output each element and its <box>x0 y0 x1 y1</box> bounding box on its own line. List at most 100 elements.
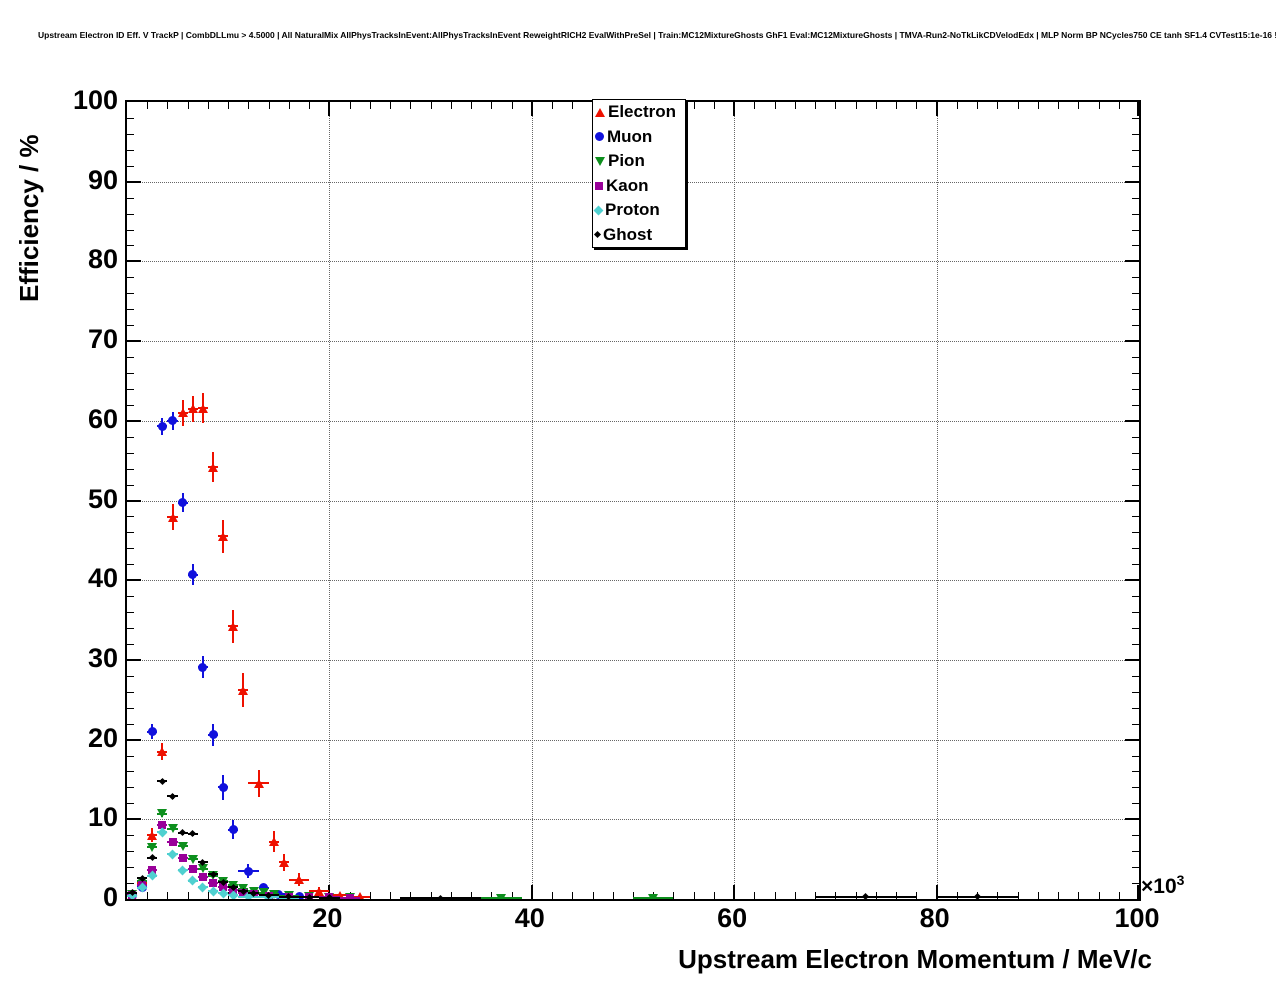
y-major-tick <box>1125 180 1139 183</box>
marker-electron <box>177 408 188 418</box>
y-minor-tick <box>1132 452 1139 454</box>
marker-kaon <box>158 820 167 829</box>
y-major-tick <box>1125 658 1139 661</box>
y-minor-tick <box>127 229 134 231</box>
x-major-tick <box>530 885 533 899</box>
y-minor-tick <box>1132 643 1139 645</box>
y-minor-tick <box>1132 612 1139 614</box>
x-minor-tick <box>1098 892 1100 899</box>
legend-marker-kaon-icon <box>595 181 603 190</box>
y-tick-label: 70 <box>87 324 118 355</box>
gridline-horizontal <box>127 341 1139 343</box>
x-tick-label: 20 <box>312 903 343 933</box>
x-major-tick <box>530 102 533 116</box>
x-axis-multiplier: ×103 <box>1141 872 1184 899</box>
marker-pion <box>258 888 269 898</box>
x-minor-tick <box>916 892 918 899</box>
y-minor-tick <box>127 484 134 486</box>
gridline-horizontal <box>127 420 1139 422</box>
gridline-vertical <box>531 102 533 899</box>
y-major-tick <box>1125 738 1139 741</box>
marker-pion <box>496 893 507 899</box>
legend-label-muon: Muon <box>607 126 653 146</box>
y-minor-tick <box>1132 277 1139 279</box>
legend-entry-electron: Electron <box>593 100 685 125</box>
y-minor-tick <box>1132 707 1139 709</box>
x-minor-tick <box>491 892 493 899</box>
y-minor-tick <box>127 309 134 311</box>
legend-marker-muon-icon <box>595 132 604 142</box>
y-minor-tick <box>127 771 134 773</box>
y-minor-tick <box>1132 532 1139 534</box>
x-minor-tick <box>369 892 371 899</box>
y-minor-tick <box>127 612 134 614</box>
marker-kaon <box>178 853 187 862</box>
x-minor-tick <box>288 102 290 109</box>
legend-entry-muon: Muon <box>593 125 685 150</box>
legend-label-ghost: Ghost <box>603 224 653 244</box>
y-major-tick <box>1125 419 1139 422</box>
x-minor-tick <box>1037 892 1039 899</box>
marker-electron <box>354 892 365 899</box>
y-major-tick <box>1125 818 1139 821</box>
x-minor-tick <box>673 892 675 899</box>
marker-muon <box>147 727 157 737</box>
x-major-tick <box>1137 102 1139 116</box>
y-minor-tick <box>127 883 134 885</box>
y-minor-tick <box>127 675 134 677</box>
y-minor-tick <box>127 691 134 693</box>
marker-kaon <box>148 866 157 875</box>
y-major-tick <box>1125 579 1139 582</box>
gridline-vertical <box>936 102 938 899</box>
y-minor-tick <box>1132 404 1139 406</box>
x-tick-label: 80 <box>919 903 950 933</box>
marker-muon <box>157 421 167 431</box>
x-minor-tick <box>187 102 189 109</box>
legend-marker-proton-icon <box>593 205 604 216</box>
x-minor-tick <box>997 892 999 899</box>
y-minor-tick <box>1132 803 1139 805</box>
marker-muon <box>208 730 218 740</box>
y-minor-tick <box>1132 723 1139 725</box>
legend-marker-electron-icon <box>595 107 605 117</box>
marker-ghost <box>179 829 187 837</box>
y-minor-tick <box>127 245 134 247</box>
x-minor-tick <box>268 102 270 109</box>
y-minor-tick <box>1132 293 1139 295</box>
x-minor-tick <box>916 102 918 109</box>
x-minor-tick <box>1058 892 1060 899</box>
y-minor-tick <box>127 707 134 709</box>
x-minor-tick <box>491 102 493 109</box>
y-minor-tick <box>127 803 134 805</box>
y-minor-tick <box>1132 851 1139 853</box>
legend-entry-pion: Pion <box>593 149 685 174</box>
y-major-tick <box>1125 340 1139 343</box>
y-major-tick <box>127 738 141 741</box>
y-major-tick <box>1125 499 1139 502</box>
marker-electron <box>268 837 279 847</box>
x-minor-tick <box>815 892 817 899</box>
x-minor-tick <box>1017 892 1019 899</box>
x-minor-tick <box>774 892 776 899</box>
y-minor-tick <box>127 117 134 119</box>
x-minor-tick <box>207 892 209 899</box>
y-minor-tick <box>1132 835 1139 837</box>
marker-ghost <box>148 854 156 862</box>
marker-electron <box>187 404 198 414</box>
y-minor-tick <box>127 628 134 630</box>
marker-proton <box>177 865 188 876</box>
x-minor-tick <box>592 892 594 899</box>
x-minor-tick <box>369 102 371 109</box>
y-minor-tick <box>1132 229 1139 231</box>
y-minor-tick <box>1132 213 1139 215</box>
marker-electron <box>314 886 325 896</box>
y-minor-tick <box>1132 325 1139 327</box>
x-minor-tick <box>511 102 513 109</box>
x-minor-tick <box>228 102 230 109</box>
legend-label-pion: Pion <box>608 151 645 171</box>
marker-ghost <box>437 894 445 899</box>
x-minor-tick <box>1037 102 1039 109</box>
marker-pion <box>157 809 168 819</box>
marker-pion <box>197 864 208 874</box>
y-major-tick <box>127 499 141 502</box>
